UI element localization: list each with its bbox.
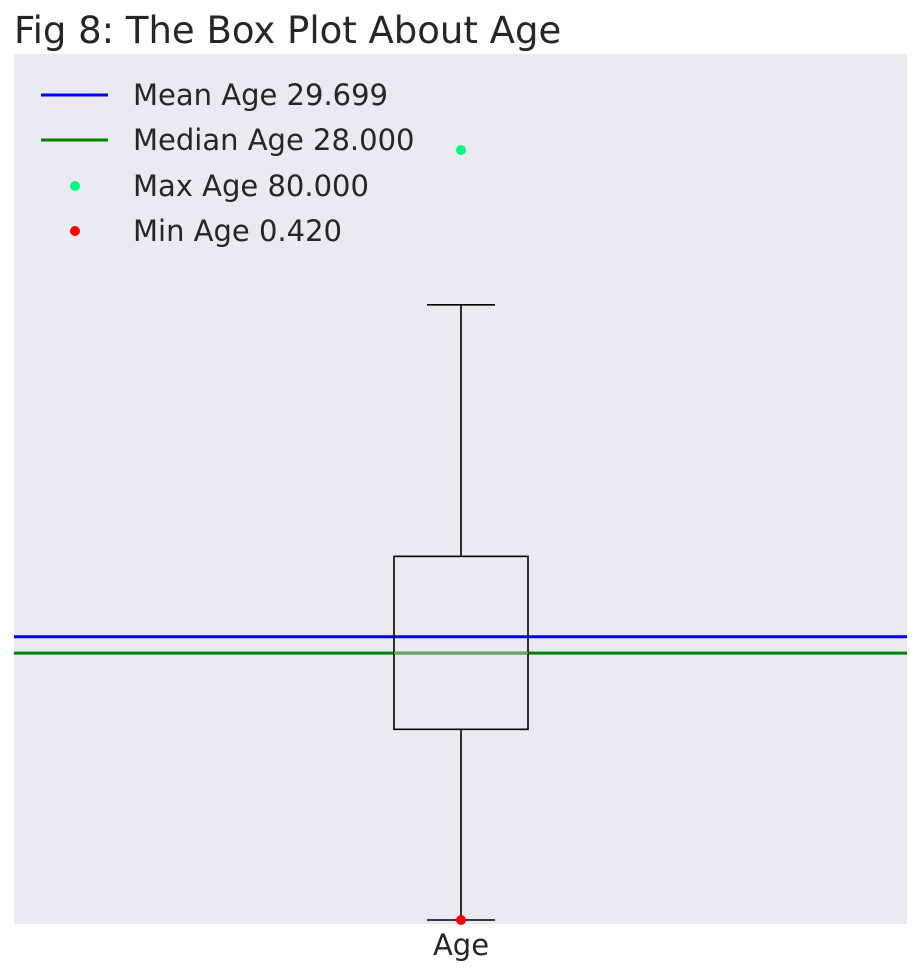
legend-dot-swatch: [70, 181, 80, 191]
legend: Mean Age 29.699 Median Age 28.000 Max Age …: [41, 78, 414, 248]
chart-title: Fig 8: The Box Plot About Age: [14, 9, 561, 52]
max-point: [456, 145, 466, 155]
iqr-box: [393, 555, 529, 731]
legend-item: Min Age 0.420: [70, 214, 342, 248]
legend-label: Min Age 0.420: [133, 214, 342, 248]
min-point: [456, 915, 466, 925]
legend-label: Max Age 80.000: [133, 169, 369, 203]
x-axis: Age: [433, 928, 489, 962]
legend-item: Median Age 28.000: [41, 123, 414, 157]
legend-item: Mean Age 29.699: [41, 78, 388, 112]
x-tick-label: Age: [433, 928, 489, 962]
legend-item: Max Age 80.000: [70, 169, 369, 203]
legend-label: Mean Age 29.699: [133, 78, 388, 112]
legend-label: Median Age 28.000: [133, 123, 414, 157]
chart-marks: [14, 145, 907, 925]
legend-dot-swatch: [70, 226, 80, 236]
